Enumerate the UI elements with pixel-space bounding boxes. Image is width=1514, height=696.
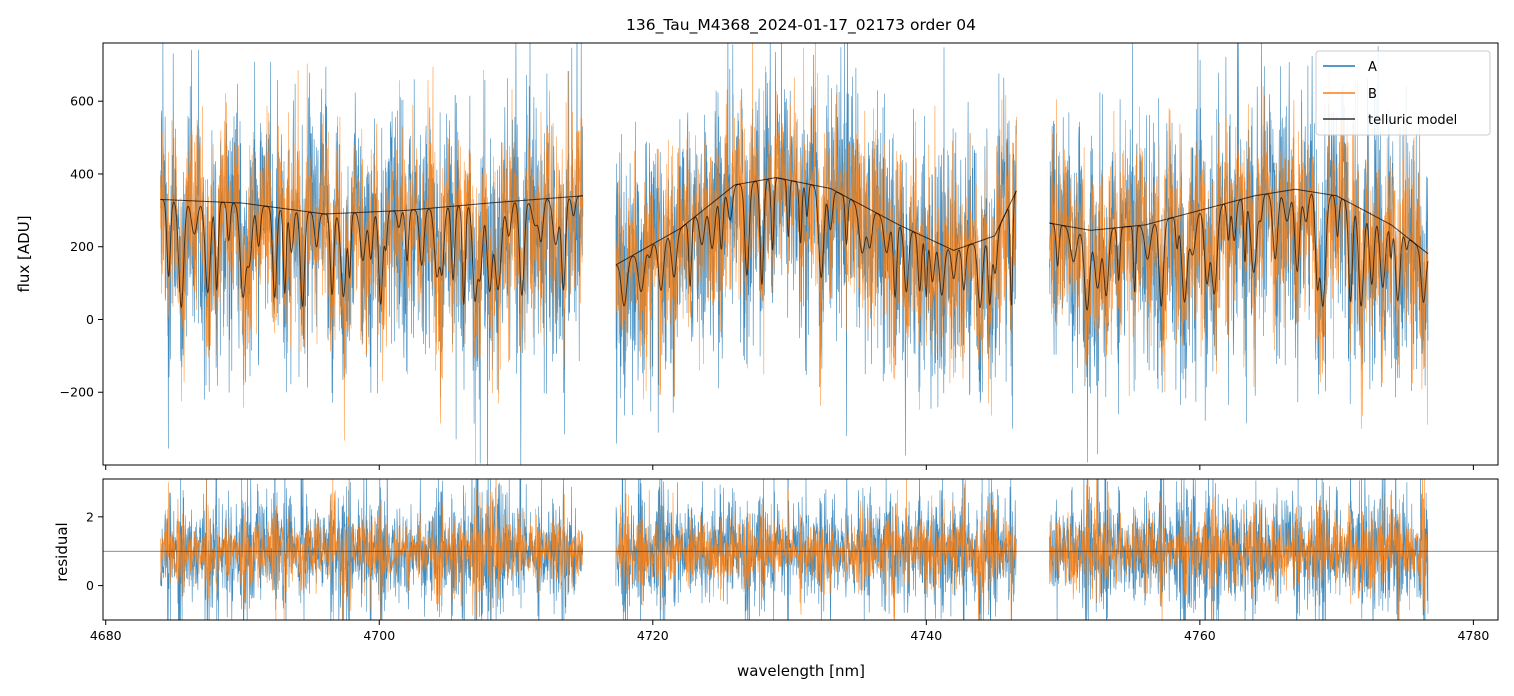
telluric-continuum-segment-3 — [1049, 188, 1429, 255]
bottom-axes-frame — [102, 478, 1499, 621]
legend-label-a: A — [1368, 60, 1377, 75]
top-y-ticks: −200 0 200 400 600 — [60, 94, 103, 400]
legend-label-model: telluric model — [1368, 113, 1457, 128]
bottom-x-tick-label: 4720 — [637, 628, 669, 643]
top-y-tick-label: 0 — [86, 312, 94, 327]
legend-box — [1315, 50, 1491, 136]
bottom-y-axis-label: residual — [53, 522, 71, 581]
residual-b-segment-3 — [1049, 479, 1429, 620]
bottom-x-tick-label: 4740 — [910, 628, 942, 643]
bottom-panel: 02 4680 4700 4720 4740 4760 4780 residual wav… — [53, 478, 1499, 680]
bottom-y-tick-label: 2 — [86, 509, 94, 524]
residual-b-segment-2 — [615, 479, 1017, 620]
top-axes-frame — [102, 42, 1499, 466]
residual-a-segment-3 — [1049, 479, 1429, 620]
top-x-ticks — [105, 465, 1474, 470]
residual-b-segment-1 — [160, 479, 584, 620]
top-y-axis-label: flux [ADU] — [15, 215, 33, 292]
bottom-x-tick-label: 4680 — [90, 628, 122, 643]
top-y-tick-label: −200 — [60, 385, 94, 400]
top-y-tick-label: 600 — [70, 94, 94, 109]
telluric-model-segment-3 — [1049, 193, 1429, 311]
bottom-x-tick-label: 4780 — [1457, 628, 1489, 643]
top-y-tick-label: 400 — [70, 166, 94, 181]
bottom-x-tick-label: 4700 — [363, 628, 395, 643]
bottom-y-tick-label: 0 — [86, 578, 94, 593]
legend: A B telluric model — [1315, 50, 1491, 136]
bottom-x-tick-label: 4760 — [1184, 628, 1216, 643]
bottom-x-ticks: 4680 4700 4720 4740 4760 4780 — [90, 620, 1489, 643]
telluric-model-segment-2 — [615, 177, 1017, 308]
series-b-segment-3 — [1049, 69, 1429, 429]
bottom-y-ticks: 02 — [86, 509, 103, 593]
bottom-plot-area — [103, 479, 1498, 620]
residual-a-segment-1 — [160, 479, 584, 620]
telluric-continuum-segment-1 — [160, 195, 583, 215]
telluric-model-segment-1 — [160, 195, 583, 309]
legend-label-b: B — [1368, 87, 1377, 102]
top-y-tick-label: 200 — [70, 239, 94, 254]
top-plot-area — [160, 43, 1429, 465]
x-axis-label: wavelength [nm] — [737, 662, 865, 680]
top-panel: −200 0 200 400 600 flux [ADU] A B telluric m… — [15, 42, 1499, 470]
chart-title: 136_Tau_M4368_2024-01-17_02173 order 04 — [626, 16, 976, 35]
